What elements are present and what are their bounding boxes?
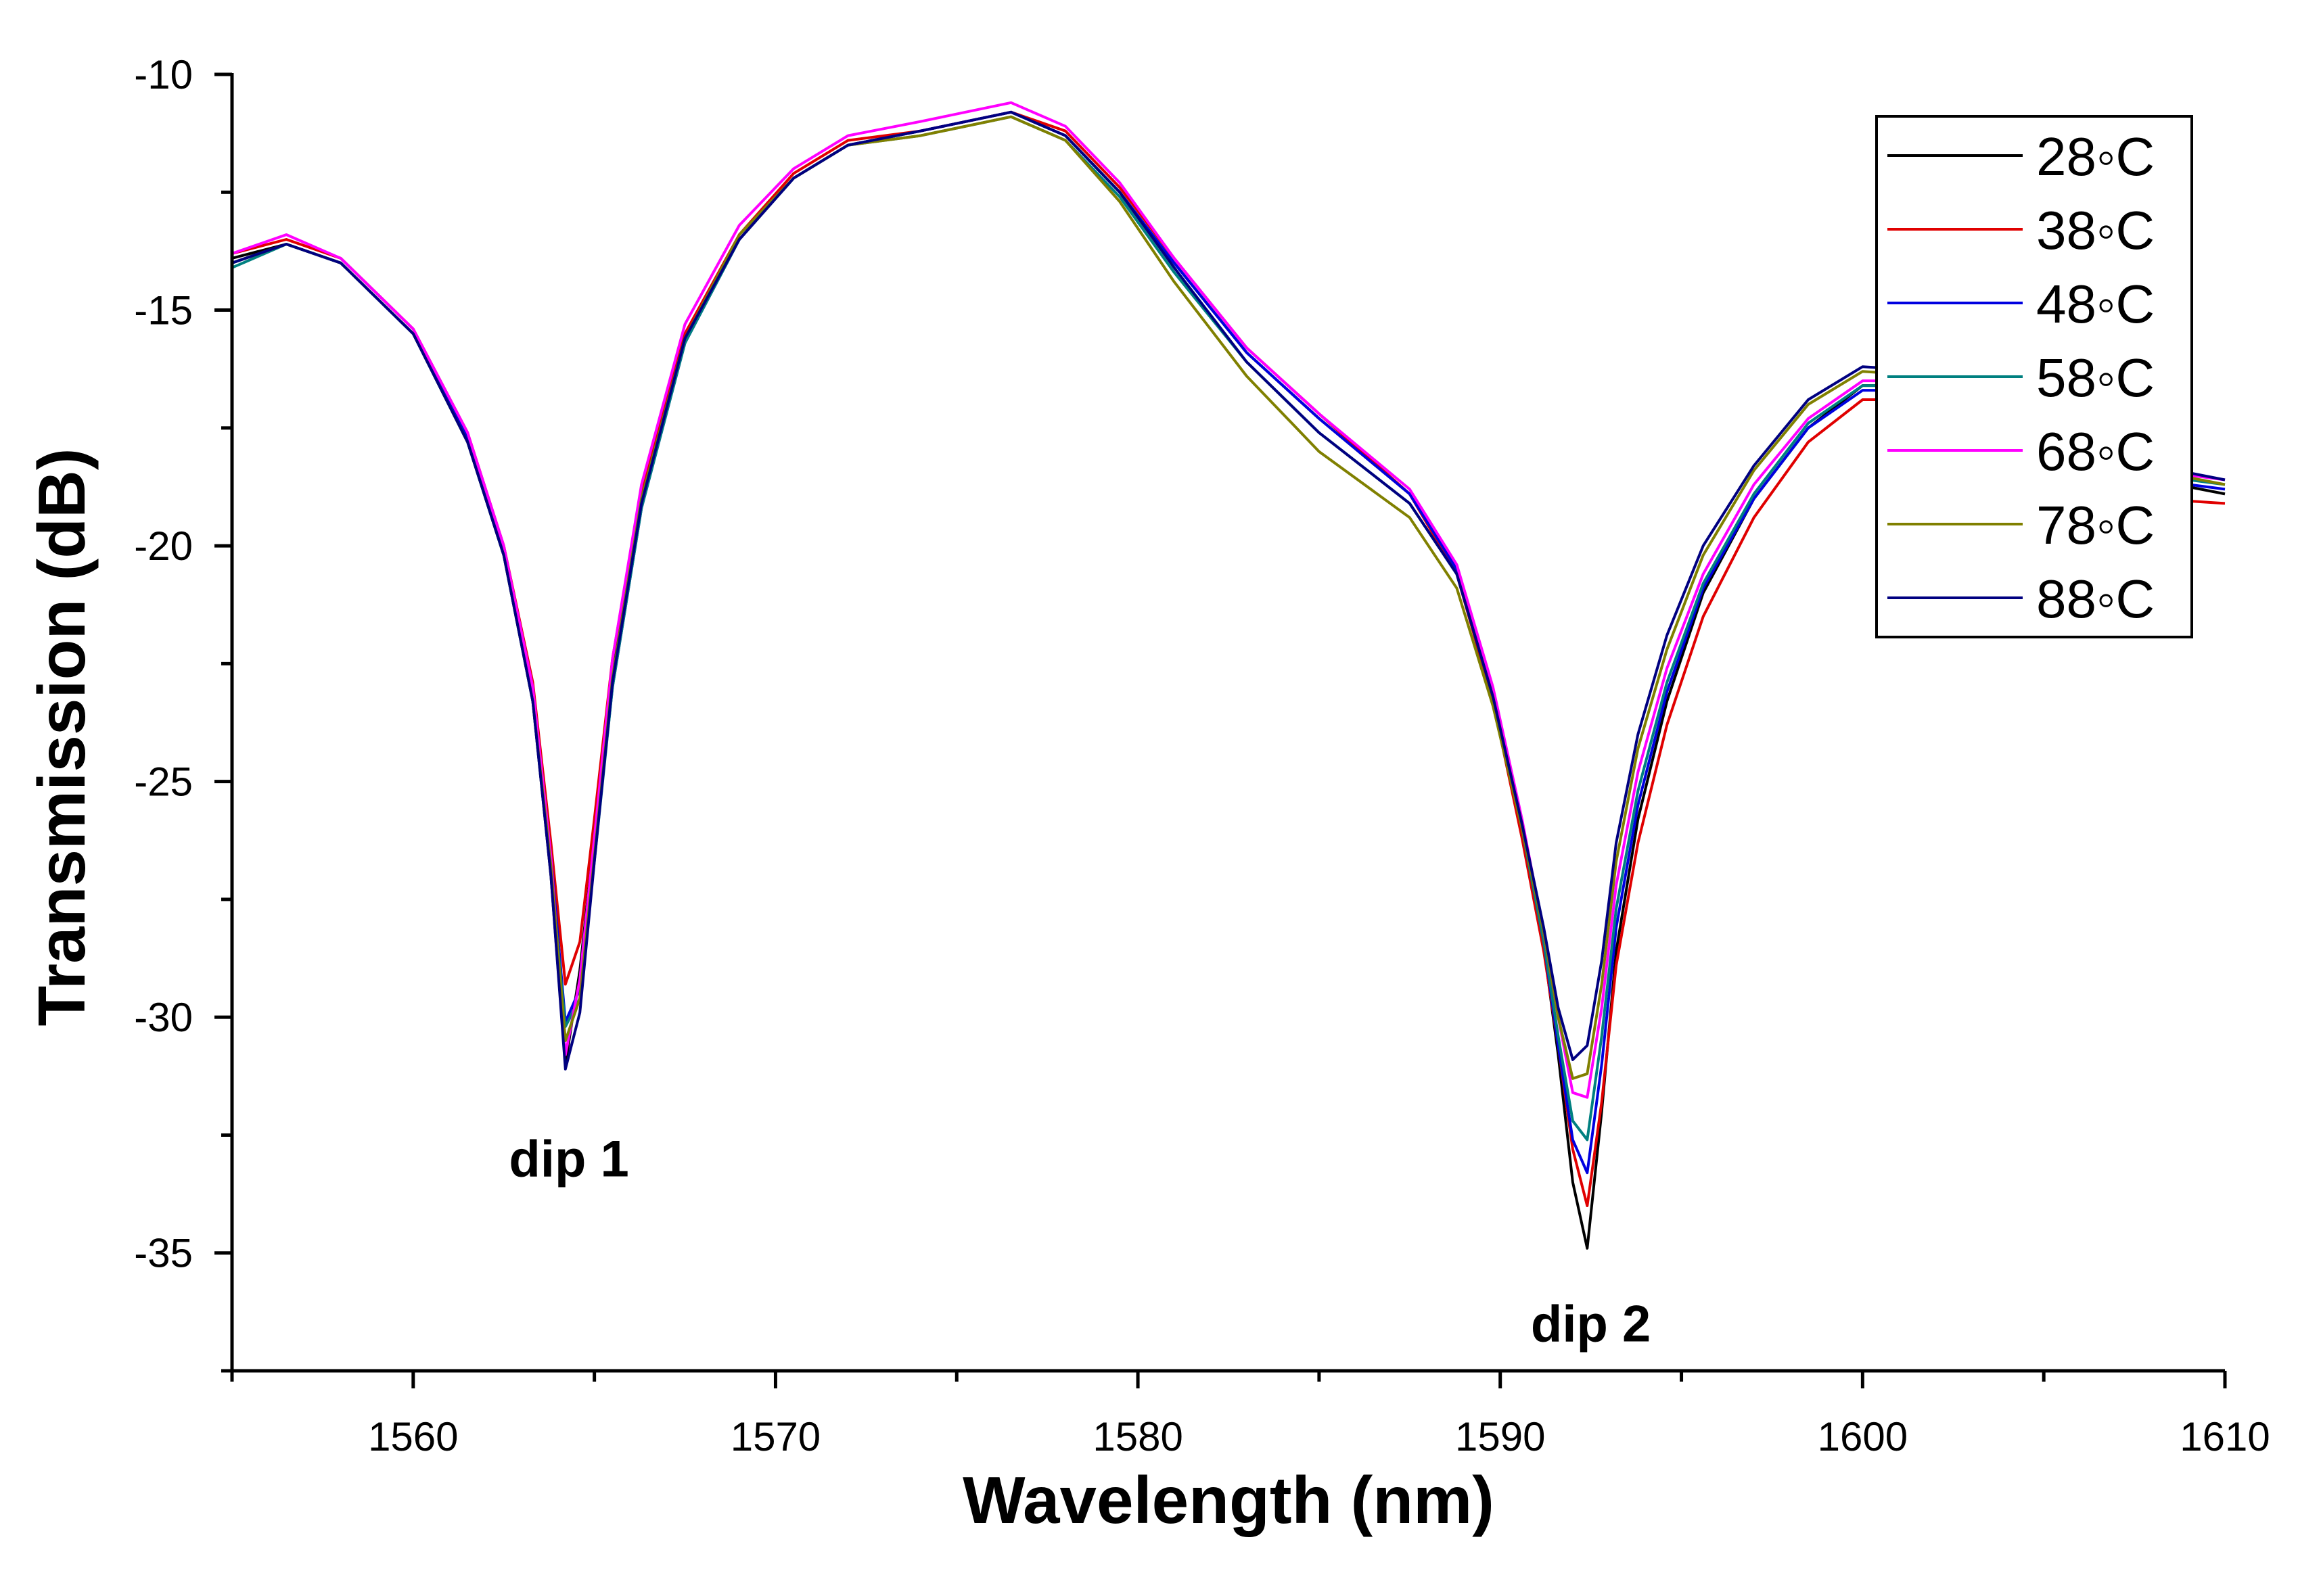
legend-label-1: 38◦C xyxy=(2036,200,2155,260)
y-tick-label: -15 xyxy=(134,288,193,333)
legend: 28◦C 38◦C 48◦C 58◦C 68◦C 78◦C 88◦C xyxy=(1875,115,2193,638)
x-tick-label: 1580 xyxy=(1093,1414,1182,1459)
y-tick-label: -35 xyxy=(134,1231,193,1276)
x-tick-label: 1590 xyxy=(1455,1414,1545,1459)
y-tick-label: -25 xyxy=(134,759,193,805)
axes-layer xyxy=(230,73,2225,1373)
x-axis-title: Wavelength (nm) xyxy=(963,1463,1494,1537)
legend-label-5: 78◦C xyxy=(2036,495,2155,555)
legend-label-2: 48◦C xyxy=(2036,274,2155,334)
x-tick-label: 1600 xyxy=(1818,1414,1908,1459)
y-tick-label: -30 xyxy=(134,995,193,1040)
annotation-dip-2: dip 2 xyxy=(1531,1295,1651,1353)
y-tick-label: -20 xyxy=(134,523,193,569)
legend-label-4: 68◦C xyxy=(2036,421,2155,482)
legend-label-3: 58◦C xyxy=(2036,348,2155,408)
y-tick-label: -10 xyxy=(134,52,193,97)
x-tick-label: 1610 xyxy=(2180,1414,2270,1459)
x-tick-label: 1570 xyxy=(731,1414,821,1459)
series-layer xyxy=(231,101,2226,1250)
legend-label-0: 28◦C xyxy=(2036,126,2155,187)
legend-label-6: 88◦C xyxy=(2036,569,2155,629)
series-line-6 xyxy=(231,110,2226,1071)
x-tick-label: 1560 xyxy=(368,1414,458,1459)
ticks-layer: 1560 1570 1580 1590 1600 1610 -10 -15 -20 -25 -30 -… xyxy=(134,52,2270,1459)
annotation-dip-1: dip 1 xyxy=(509,1130,628,1188)
y-axis-title: Transmission (dB) xyxy=(24,448,99,1027)
